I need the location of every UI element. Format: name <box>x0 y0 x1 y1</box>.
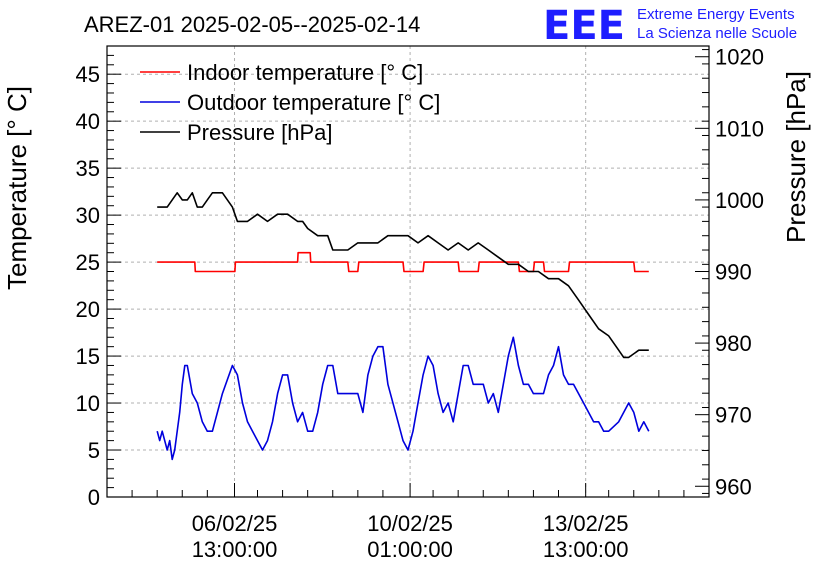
y-right-tick-label: 1020 <box>715 45 764 70</box>
x-tick-label-time: 13:00:00 <box>543 537 629 562</box>
logo-mark: EEE <box>543 3 625 49</box>
x-tick-label-date: 10/02/25 <box>367 511 453 536</box>
x-tick-label-time: 01:00:00 <box>367 537 453 562</box>
right-axis-title: Pressure [hPa] <box>781 71 811 243</box>
series-layer <box>156 192 650 461</box>
y-left-tick-label: 25 <box>76 250 100 275</box>
x-axis: 06/02/2513:00:0010/02/2501:00:0013/02/25… <box>106 483 710 562</box>
eee-logo: EEE Extreme Energy Events La Scienza nel… <box>543 3 797 49</box>
right-axis: 960 970 980 990 1000 1010 1020 <box>695 45 764 499</box>
series-line-pressure <box>157 192 649 359</box>
left-axis-title: Temperature [° C] <box>2 86 32 290</box>
logo-line2: La Scienza nelle Scuole <box>637 25 797 42</box>
y-left-tick-label: 40 <box>76 109 100 134</box>
legend: Indoor temperature [° C] Outdoor temperat… <box>140 60 440 145</box>
y-left-tick-label: 20 <box>76 297 100 322</box>
legend-label: Pressure [hPa] <box>187 120 333 145</box>
y-left-tick-label: 5 <box>88 438 100 463</box>
y-left-tick-label: 45 <box>76 62 100 87</box>
y-right-tick-label: 990 <box>715 260 752 285</box>
y-right-tick-label: 960 <box>715 474 752 499</box>
legend-label: Outdoor temperature [° C] <box>187 90 440 115</box>
y-left-tick-label: 0 <box>88 485 100 510</box>
y-left-tick-label: 30 <box>76 203 100 228</box>
y-left-tick-label: 35 <box>76 156 100 181</box>
chart-title: AREZ-01 2025-02-05--2025-02-14 <box>84 12 420 37</box>
x-tick-label-date: 13/02/25 <box>543 511 629 536</box>
logo-line1: Extreme Energy Events <box>637 6 795 23</box>
series-line-indoor-temperature <box>157 251 649 273</box>
y-right-tick-label: 980 <box>715 331 752 356</box>
y-right-tick-label: 1010 <box>715 116 764 141</box>
y-left-tick-label: 15 <box>76 344 100 369</box>
y-right-tick-label: 1000 <box>715 188 764 213</box>
legend-label: Indoor temperature [° C] <box>187 60 423 85</box>
y-right-tick-label: 970 <box>715 403 752 428</box>
series-line-outdoor-temperature <box>156 336 650 461</box>
left-axis: 0 5 10 15 20 25 30 35 40 45 <box>76 45 121 510</box>
x-tick-label-date: 06/02/25 <box>192 511 278 536</box>
y-left-tick-label: 10 <box>76 391 100 416</box>
x-tick-label-time: 13:00:00 <box>192 537 278 562</box>
